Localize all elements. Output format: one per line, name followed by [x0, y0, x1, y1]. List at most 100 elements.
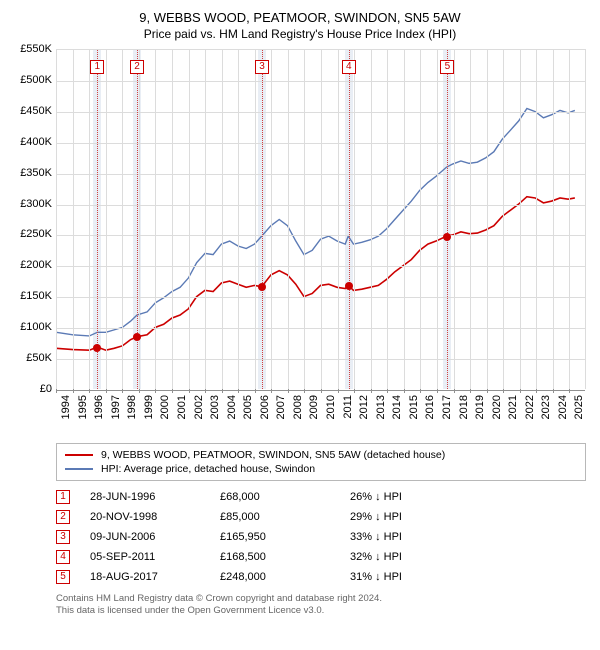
- table-row: 405-SEP-2011£168,50032% ↓ HPI: [56, 547, 586, 567]
- table-delta: 32% ↓ HPI: [350, 551, 470, 563]
- gridline: [454, 50, 455, 389]
- x-tick-label: 1997: [110, 395, 122, 419]
- x-tick-label: 2002: [193, 395, 205, 419]
- y-tick-label: £200K: [20, 259, 52, 271]
- gridline: [255, 50, 256, 389]
- table-row: 309-JUN-2006£165,95033% ↓ HPI: [56, 527, 586, 547]
- gridline: [288, 50, 289, 389]
- legend: 9, WEBBS WOOD, PEATMOOR, SWINDON, SN5 5A…: [56, 443, 586, 481]
- x-tick-label: 1996: [93, 395, 105, 419]
- table-date: 09-JUN-2006: [90, 531, 220, 543]
- gridline: [503, 50, 504, 389]
- x-tick-label: 2025: [573, 395, 585, 419]
- gridline: [404, 50, 405, 389]
- x-tick-mark: [56, 389, 57, 393]
- sale-line: [447, 50, 448, 389]
- x-tick-mark: [503, 389, 504, 393]
- x-tick-label: 2003: [209, 395, 221, 419]
- gridline: [222, 50, 223, 389]
- table-delta: 33% ↓ HPI: [350, 531, 470, 543]
- x-tick-label: 2011: [342, 395, 354, 419]
- sale-marker: [258, 283, 266, 291]
- gridline: [205, 50, 206, 389]
- sale-line: [349, 50, 350, 389]
- gridline: [89, 50, 90, 389]
- y-tick-label: £0: [40, 383, 52, 395]
- x-tick-mark: [73, 389, 74, 393]
- x-axis: 1994199519961997199819992000200120022003…: [56, 389, 586, 439]
- y-tick-label: £350K: [20, 167, 52, 179]
- sale-index-box: 1: [90, 60, 104, 74]
- x-tick-label: 2012: [358, 395, 370, 419]
- gridline: [536, 50, 537, 389]
- x-tick-mark: [238, 389, 239, 393]
- y-tick-label: £400K: [20, 136, 52, 148]
- y-tick-label: £100K: [20, 321, 52, 333]
- gridline: [569, 50, 570, 389]
- x-tick-label: 2019: [474, 395, 486, 419]
- sale-index-box: 5: [440, 60, 454, 74]
- chart-title: 9, WEBBS WOOD, PEATMOOR, SWINDON, SN5 5A…: [12, 10, 588, 25]
- table-date: 28-JUN-1996: [90, 491, 220, 503]
- y-tick-label: £500K: [20, 74, 52, 86]
- x-tick-label: 1998: [126, 395, 138, 419]
- x-tick-label: 2016: [424, 395, 436, 419]
- y-axis: £0£50K£100K£150K£200K£250K£300K£350K£400…: [12, 49, 56, 389]
- x-tick-mark: [437, 389, 438, 393]
- legend-swatch: [65, 468, 93, 470]
- x-tick-mark: [205, 389, 206, 393]
- sale-index-box: 4: [342, 60, 356, 74]
- gridline: [106, 50, 107, 389]
- sale-line: [97, 50, 98, 389]
- x-tick-label: 1995: [77, 395, 89, 419]
- y-tick-label: £300K: [20, 198, 52, 210]
- table-row: 220-NOV-1998£85,00029% ↓ HPI: [56, 507, 586, 527]
- table-price: £248,000: [220, 571, 350, 583]
- x-tick-label: 2024: [557, 395, 569, 419]
- x-tick-label: 2021: [507, 395, 519, 419]
- x-tick-mark: [536, 389, 537, 393]
- sale-index-box: 3: [255, 60, 269, 74]
- table-price: £85,000: [220, 511, 350, 523]
- x-tick-label: 2010: [325, 395, 337, 419]
- gridline: [304, 50, 305, 389]
- x-tick-label: 2004: [226, 395, 238, 419]
- x-tick-mark: [139, 389, 140, 393]
- x-tick-mark: [569, 389, 570, 393]
- gridline: [56, 50, 57, 389]
- x-tick-label: 2014: [391, 395, 403, 419]
- x-tick-mark: [404, 389, 405, 393]
- sale-line: [262, 50, 263, 389]
- sale-marker: [345, 282, 353, 290]
- x-tick-mark: [470, 389, 471, 393]
- gridline: [470, 50, 471, 389]
- gridline: [338, 50, 339, 389]
- gridline: [189, 50, 190, 389]
- gridline: [122, 50, 123, 389]
- x-tick-mark: [387, 389, 388, 393]
- x-tick-label: 1994: [60, 395, 72, 419]
- table-delta: 29% ↓ HPI: [350, 511, 470, 523]
- x-tick-label: 2006: [259, 395, 271, 419]
- x-tick-label: 2008: [292, 395, 304, 419]
- footnote-line: This data is licensed under the Open Gov…: [56, 605, 588, 617]
- chart-subtitle: Price paid vs. HM Land Registry's House …: [12, 27, 588, 41]
- x-tick-label: 2009: [308, 395, 320, 419]
- x-tick-mark: [106, 389, 107, 393]
- x-tick-mark: [304, 389, 305, 393]
- table-index-box: 4: [56, 550, 70, 564]
- y-tick-label: £450K: [20, 105, 52, 117]
- gridline: [520, 50, 521, 389]
- x-tick-mark: [255, 389, 256, 393]
- x-tick-label: 2018: [458, 395, 470, 419]
- x-tick-mark: [172, 389, 173, 393]
- gridline: [371, 50, 372, 389]
- table-delta: 31% ↓ HPI: [350, 571, 470, 583]
- chart: £0£50K£100K£150K£200K£250K£300K£350K£400…: [12, 49, 588, 439]
- x-tick-mark: [454, 389, 455, 393]
- x-tick-label: 2020: [491, 395, 503, 419]
- y-tick-label: £550K: [20, 43, 52, 55]
- x-tick-label: 2000: [159, 395, 171, 419]
- legend-row: HPI: Average price, detached house, Swin…: [65, 462, 577, 476]
- legend-label: 9, WEBBS WOOD, PEATMOOR, SWINDON, SN5 5A…: [101, 449, 445, 461]
